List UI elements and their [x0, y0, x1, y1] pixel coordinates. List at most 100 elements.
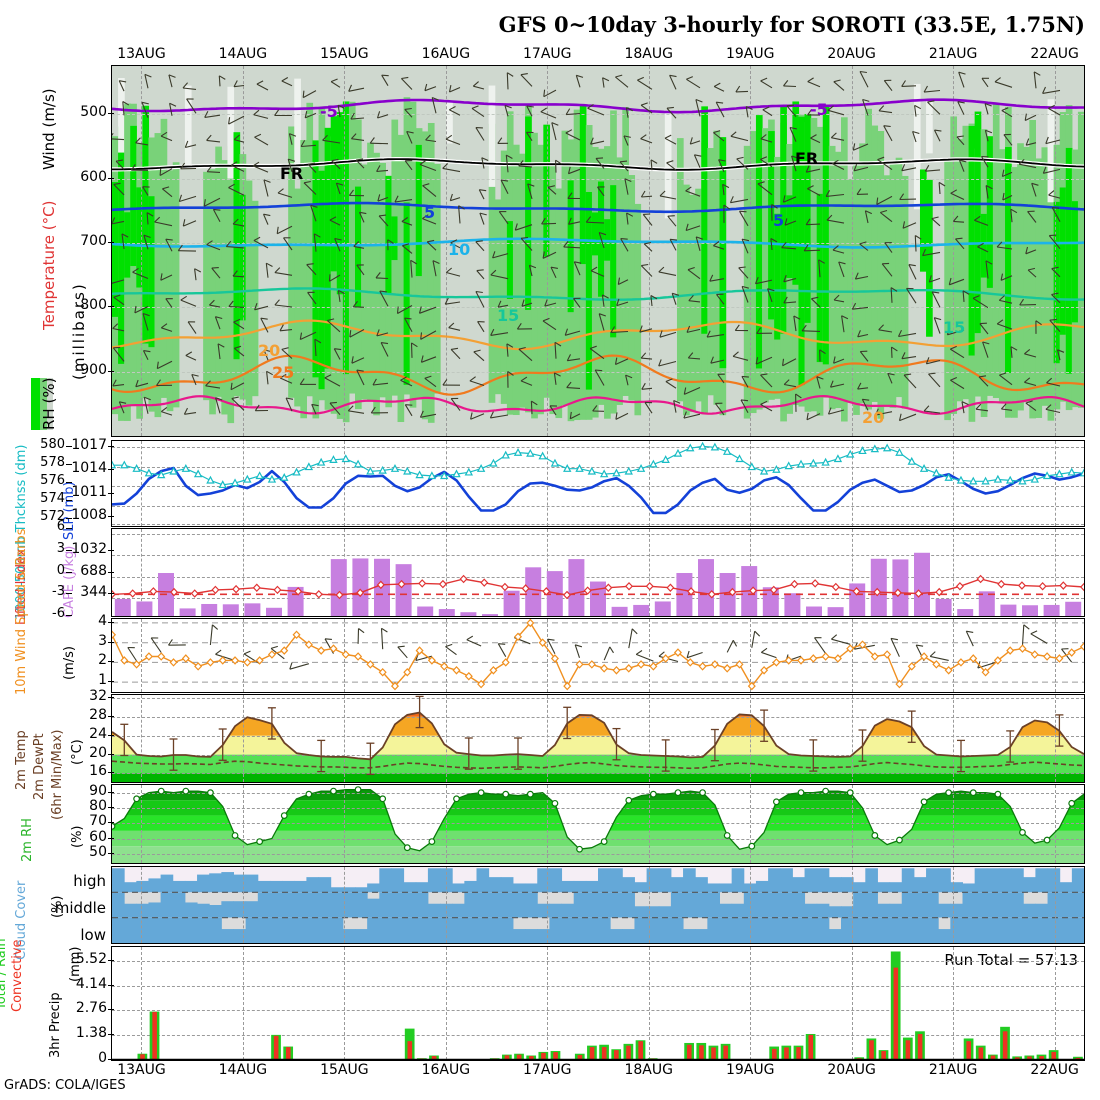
- axis-tick-label: 4.14: [75, 975, 107, 992]
- horizontal-gridline: [112, 823, 1084, 825]
- axis-tick-label: 24: [89, 725, 107, 742]
- vertical-gridline: [141, 867, 143, 943]
- vertical-gridline: [750, 441, 752, 526]
- vertical-gridline: [953, 947, 955, 1060]
- horizontal-gridline: [112, 242, 1084, 244]
- panel-precip[interactable]: Run Total = 57.13: [111, 946, 1085, 1061]
- axis-tick-label: 572: [40, 508, 65, 524]
- contour-label: 5: [773, 211, 785, 230]
- horizontal-gridline: [112, 178, 1084, 180]
- axis-tick-label: 0: [56, 562, 65, 578]
- axis-tick: [108, 984, 114, 986]
- vertical-gridline: [1054, 947, 1056, 1060]
- vertical-gridline: [1054, 867, 1056, 943]
- axis-tick: [108, 1009, 114, 1011]
- axis-tick: [108, 621, 114, 623]
- vertical-gridline: [141, 66, 143, 436]
- axis-title-2m-rh: 2m RH: [20, 818, 35, 862]
- date-label: 22AUG: [1030, 46, 1079, 62]
- date-label: 14AUG: [218, 46, 268, 62]
- vertical-gridline: [648, 529, 650, 616]
- date-label: 17AUG: [523, 46, 572, 62]
- horizontal-gridline: [112, 446, 1084, 448]
- horizontal-gridline: [112, 1060, 1084, 1061]
- panel-cloud-cover[interactable]: [111, 866, 1085, 944]
- axis-tick-label: 600: [80, 168, 107, 185]
- axis-tick-label: 20: [89, 744, 107, 761]
- contour-label: 10: [448, 240, 471, 259]
- axis-title-rh: RH (%): [40, 377, 58, 430]
- date-label: 13AUG: [117, 1062, 166, 1078]
- axis-tick: [108, 837, 114, 839]
- contour-label: 15: [943, 318, 966, 337]
- axis-tick-label: 344: [80, 584, 107, 601]
- vertical-gridline: [242, 619, 244, 692]
- panel-cape-lifted-index[interactable]: [111, 528, 1085, 617]
- horizontal-gridline: [112, 534, 1084, 536]
- horizontal-gridline: [112, 960, 1084, 962]
- axis-tick: [108, 753, 114, 755]
- horizontal-gridline: [112, 466, 1084, 468]
- upper-air-plot: [112, 66, 1084, 436]
- vertical-gridline: [851, 619, 853, 692]
- axis-tick: [108, 515, 114, 517]
- axis-tick: [108, 241, 114, 243]
- panel-slp-thickness[interactable]: [111, 440, 1085, 527]
- axis-tick-label: 580: [40, 437, 65, 453]
- axis-tick-label: 3: [56, 540, 65, 556]
- axis-tick-label: 1011: [71, 483, 107, 500]
- vertical-gridline: [242, 529, 244, 616]
- axis-tick: [66, 482, 72, 484]
- horizontal-gridline: [112, 792, 1084, 794]
- horizontal-gridline: [112, 505, 1084, 507]
- vertical-gridline: [344, 947, 346, 1060]
- axis-tick-label: 1008: [71, 506, 107, 523]
- axis-tick-label: 1032: [71, 540, 107, 557]
- contour-label: FR: [280, 164, 304, 183]
- axis-tick-label: -6: [52, 606, 65, 621]
- axis-title-precip-convective: Convective: [10, 939, 25, 1012]
- date-label: 22AUG: [1030, 1062, 1079, 1078]
- cloud-cover-grid: [112, 867, 1084, 943]
- axis-title-wind: Wind (m/s): [40, 88, 58, 170]
- contour-label: 25: [272, 363, 295, 382]
- axis-tick: [108, 446, 114, 448]
- vertical-gridline: [750, 66, 752, 436]
- date-label: 19AUG: [725, 46, 775, 62]
- axis-tick-label: 80: [89, 797, 107, 814]
- panel-2m-temp-dewpt[interactable]: [111, 694, 1085, 783]
- page-title: GFS 0~10day 3-hourly for SOROTI (33.5E, …: [498, 12, 1085, 37]
- date-label: 15AUG: [320, 46, 369, 62]
- run-total-label: Run Total = 57.13: [944, 951, 1078, 969]
- vertical-gridline: [648, 695, 650, 782]
- cape-bars: [112, 552, 1084, 616]
- axis-tick-label: 578: [40, 455, 65, 471]
- contour-label: -5: [320, 102, 338, 121]
- vertical-gridline: [750, 867, 752, 943]
- vertical-gridline: [141, 695, 143, 782]
- vertical-gridline: [851, 66, 853, 436]
- axis-tick: [66, 446, 72, 448]
- vertical-gridline: [750, 695, 752, 782]
- axis-tick: [108, 549, 114, 551]
- vertical-gridline: [953, 66, 955, 436]
- contour-label: 15: [497, 306, 520, 325]
- axis-tick: [66, 571, 72, 573]
- axis-title-2m-dewpt: 2m DewPt: [32, 733, 47, 800]
- axis-tick: [108, 852, 114, 854]
- panel-upper-air[interactable]: [111, 65, 1085, 437]
- panel-10m-wind[interactable]: [111, 618, 1085, 693]
- axis-tick: [66, 517, 72, 519]
- vertical-gridline: [851, 529, 853, 616]
- panel-2m-rh[interactable]: [111, 784, 1085, 864]
- date-label: 18AUG: [624, 46, 673, 62]
- vertical-gridline: [141, 441, 143, 526]
- axis-tick: [108, 571, 114, 573]
- vertical-gridline: [851, 947, 853, 1060]
- vertical-gridline: [242, 947, 244, 1060]
- horizontal-gridline: [112, 1035, 1084, 1037]
- date-label: 20AUG: [827, 1062, 876, 1078]
- axis-tick: [66, 615, 72, 616]
- horizontal-gridline: [112, 697, 1084, 699]
- axis-tick-label: 688: [80, 562, 107, 579]
